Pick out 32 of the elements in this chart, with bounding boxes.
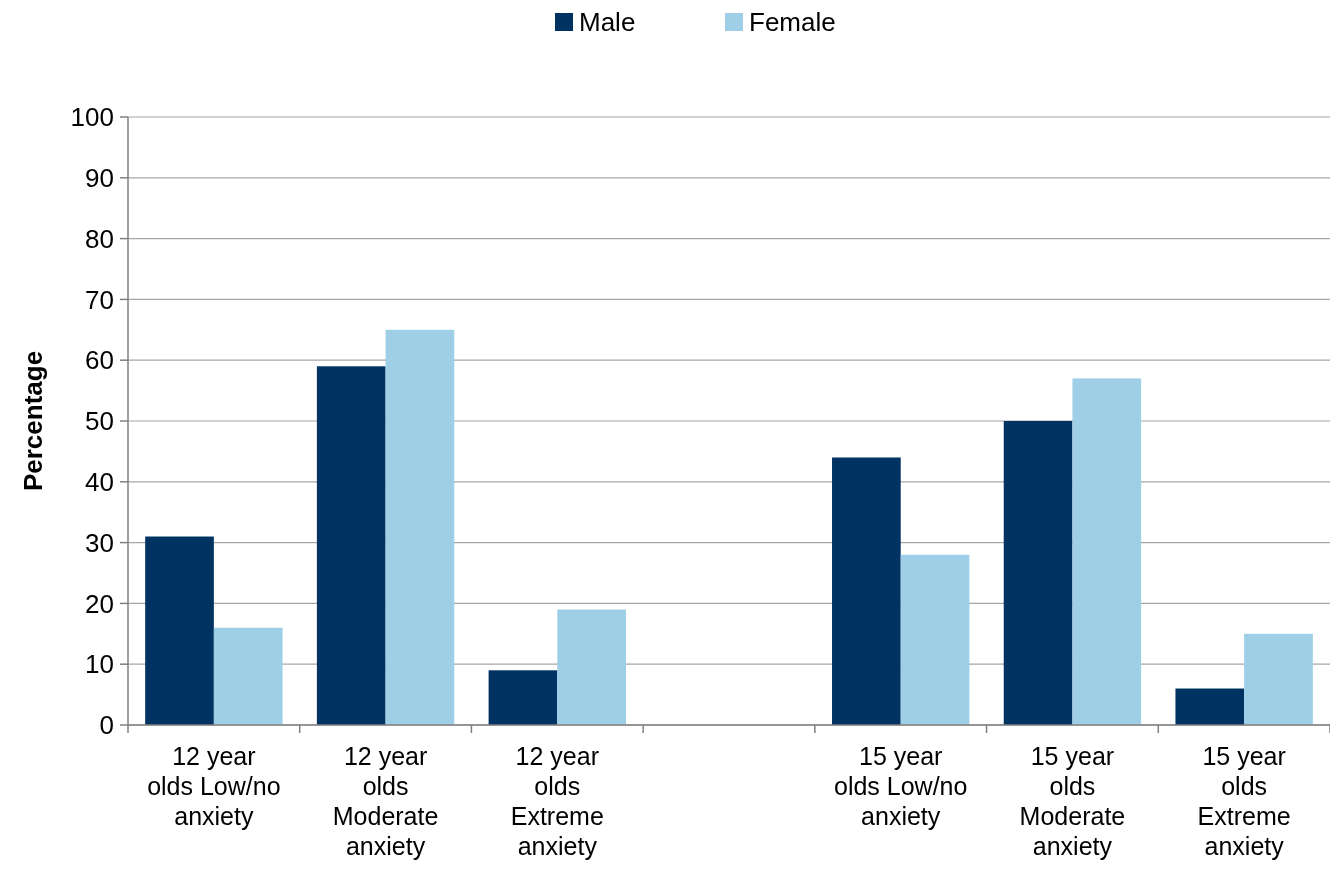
bar [557, 609, 626, 725]
bar [385, 329, 455, 725]
bar [832, 457, 901, 725]
y-tick-label: 80 [85, 223, 114, 254]
bar [1244, 633, 1313, 725]
y-tick-label: 70 [85, 284, 114, 315]
bar [145, 536, 214, 725]
bar [1072, 378, 1142, 725]
bar [316, 366, 386, 725]
bar [1003, 421, 1073, 725]
bar [900, 554, 970, 725]
x-tick-label: 15 year olds Moderate anxiety [1019, 742, 1126, 860]
y-tick-label: 0 [99, 710, 114, 741]
y-tick-label: 30 [85, 527, 114, 558]
y-tick-label: 10 [85, 649, 114, 680]
y-tick-label: 50 [85, 406, 114, 437]
bar [1175, 688, 1245, 725]
y-tick-label: 20 [85, 588, 114, 619]
y-tick-label: 100 [70, 102, 114, 133]
legend-label: Female [749, 7, 836, 38]
y-tick-label: 40 [85, 466, 114, 497]
x-tick-label: 15 year olds Extreme anxiety [1197, 742, 1291, 860]
x-tick-label: 15 year olds Low/no anxiety [834, 742, 968, 830]
y-tick-label: 90 [85, 162, 114, 193]
x-tick-label: 12 year olds Extreme anxiety [510, 742, 604, 860]
bar [488, 670, 558, 725]
x-tick-label: 12 year olds Moderate anxiety [332, 742, 439, 860]
y-tick-label: 60 [85, 345, 114, 376]
legend-label: Male [579, 7, 636, 38]
bar [213, 627, 283, 725]
x-tick-label: 12 year olds Low/no anxiety [147, 742, 281, 830]
y-axis-title: Percentage [18, 350, 48, 492]
